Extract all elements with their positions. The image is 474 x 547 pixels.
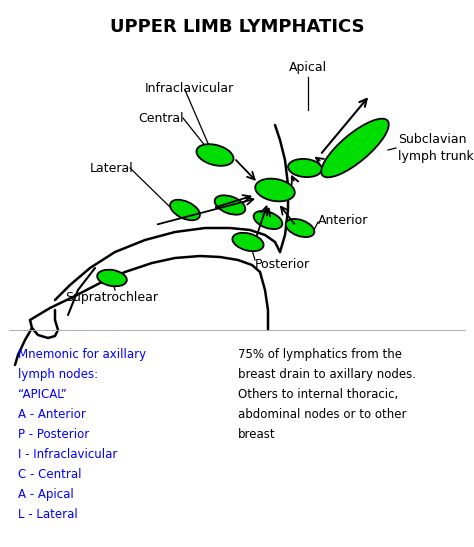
Text: Anterior: Anterior: [318, 213, 368, 226]
Text: Infraclavicular: Infraclavicular: [145, 82, 234, 95]
Text: Central: Central: [138, 112, 183, 125]
Ellipse shape: [286, 219, 314, 237]
Text: A - Anterior: A - Anterior: [18, 408, 86, 421]
Ellipse shape: [254, 211, 283, 229]
Text: Posterior: Posterior: [255, 259, 310, 271]
Text: L - Lateral: L - Lateral: [18, 508, 78, 521]
Text: abdominal nodes or to other: abdominal nodes or to other: [238, 408, 407, 421]
Text: Lateral: Lateral: [90, 161, 134, 174]
Text: Others to internal thoracic,: Others to internal thoracic,: [238, 388, 398, 401]
Text: A - Apical: A - Apical: [18, 488, 74, 501]
Text: lymph nodes:: lymph nodes:: [18, 368, 98, 381]
Text: I - Infraclavicular: I - Infraclavicular: [18, 448, 118, 461]
Text: C - Central: C - Central: [18, 468, 82, 481]
Text: Mnemonic for axillary: Mnemonic for axillary: [18, 348, 146, 361]
Ellipse shape: [215, 195, 246, 214]
Ellipse shape: [288, 159, 322, 177]
Ellipse shape: [321, 119, 389, 177]
Text: P - Posterior: P - Posterior: [18, 428, 89, 441]
Text: 75% of lymphatics from the: 75% of lymphatics from the: [238, 348, 402, 361]
Text: breast drain to axillary nodes.: breast drain to axillary nodes.: [238, 368, 416, 381]
Text: Subclavian
lymph trunk: Subclavian lymph trunk: [398, 133, 474, 163]
Text: “APICAL”: “APICAL”: [18, 388, 67, 401]
Ellipse shape: [232, 233, 264, 251]
Text: Supratrochlear: Supratrochlear: [65, 292, 158, 305]
Ellipse shape: [255, 179, 295, 201]
Text: UPPER LIMB LYMPHATICS: UPPER LIMB LYMPHATICS: [109, 18, 365, 36]
Text: Apical: Apical: [289, 61, 327, 74]
Ellipse shape: [97, 270, 127, 286]
Text: breast: breast: [238, 428, 275, 441]
Ellipse shape: [196, 144, 234, 166]
Ellipse shape: [170, 200, 200, 220]
